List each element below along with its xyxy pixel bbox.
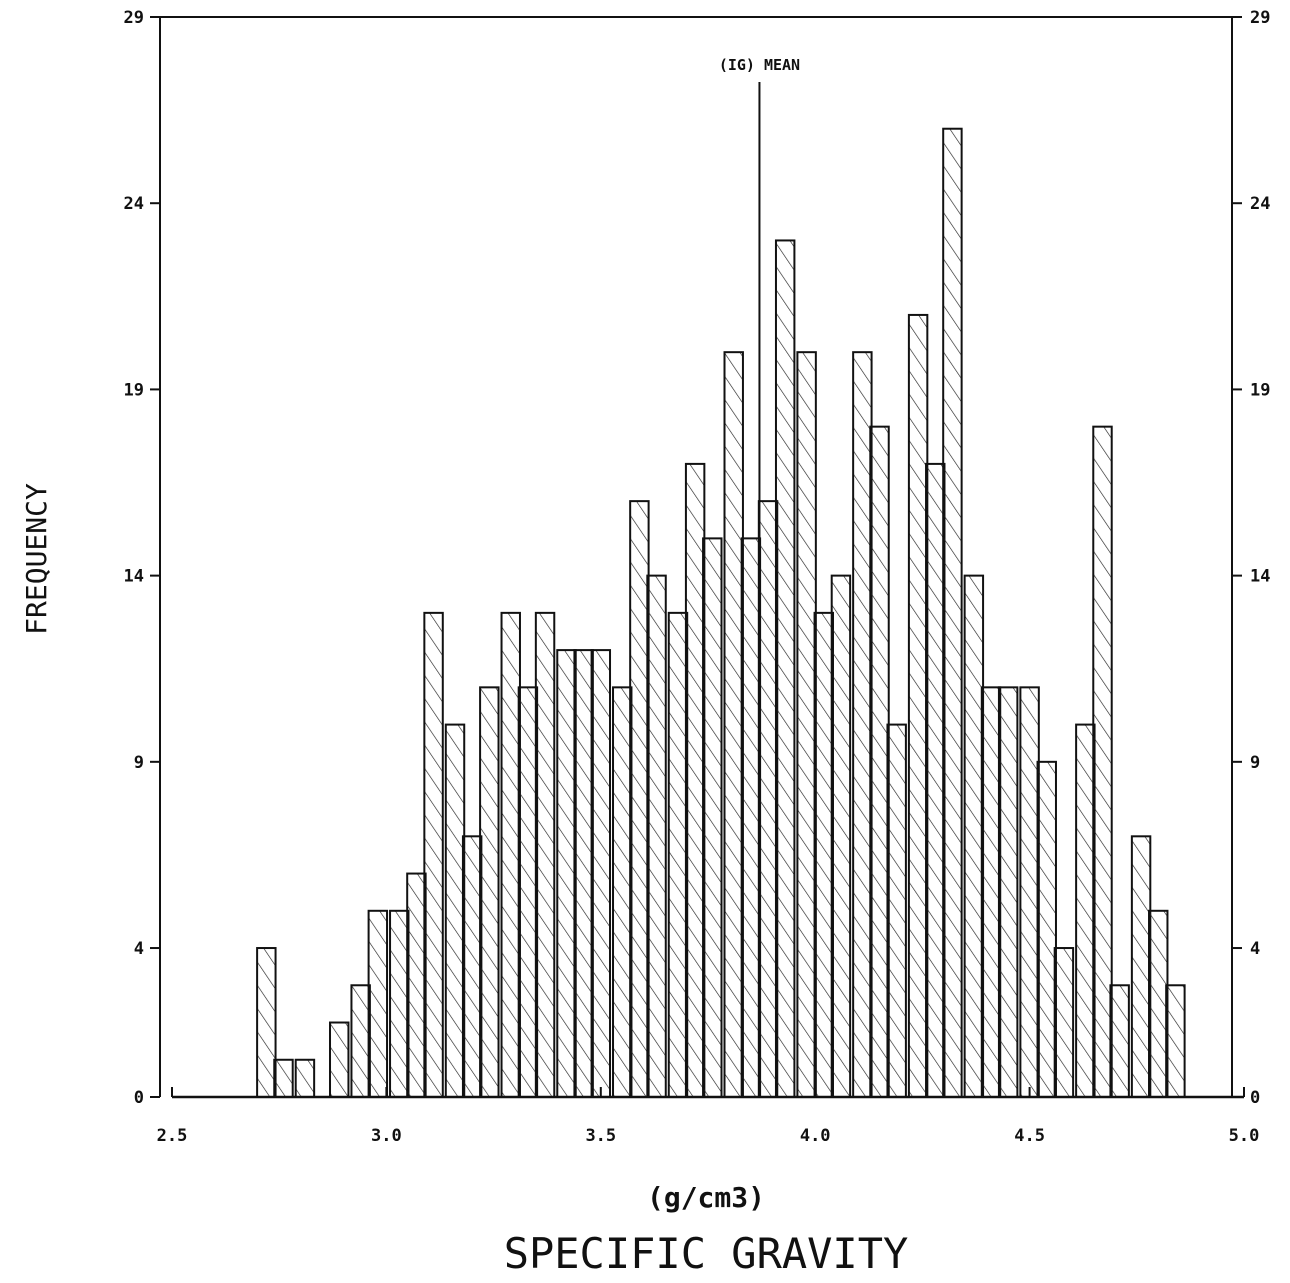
histogram-bar bbox=[907, 313, 929, 1098]
histogram-bar bbox=[500, 611, 521, 1098]
histogram-bar bbox=[1130, 835, 1152, 1099]
histogram-bar bbox=[534, 611, 556, 1098]
histogram-bar bbox=[942, 127, 963, 1099]
histogram-bar bbox=[830, 574, 852, 1098]
histogram-bar bbox=[1092, 425, 1113, 1099]
histogram-bar bbox=[1148, 909, 1169, 1098]
histogram-bar bbox=[852, 351, 873, 1098]
histogram-bar bbox=[774, 239, 796, 1098]
histogram-bar bbox=[273, 1058, 294, 1099]
y-tick-label-right: 14 bbox=[1250, 567, 1270, 587]
histogram-bar bbox=[1019, 686, 1040, 1099]
histogram-bar bbox=[350, 984, 371, 1099]
x-tick-label: 5.0 bbox=[1229, 1126, 1260, 1146]
x-tick-label: 3.5 bbox=[585, 1126, 616, 1146]
y-axis-title: FREQUENCY bbox=[20, 483, 53, 635]
x-tick-label: 4.0 bbox=[800, 1126, 831, 1146]
histogram-bar bbox=[444, 723, 466, 1098]
histogram-bar bbox=[813, 611, 834, 1098]
y-tick-label-left: 24 bbox=[124, 194, 144, 214]
y-tick-label-left: 29 bbox=[124, 8, 144, 28]
histogram-bar bbox=[461, 835, 483, 1099]
histogram-bar bbox=[406, 872, 427, 1098]
histogram-bar bbox=[702, 537, 723, 1098]
histogram-bar bbox=[423, 611, 444, 1098]
y-tick-label-right: 9 bbox=[1250, 753, 1260, 773]
y-tick-label-right: 4 bbox=[1250, 939, 1260, 959]
histogram-bar bbox=[757, 500, 779, 1098]
histogram-bar bbox=[646, 574, 667, 1098]
histogram-bar bbox=[573, 649, 594, 1098]
x-axis-units: (g/cm3) bbox=[647, 1181, 765, 1214]
x-axis-title: SPECIFIC GRAVITY bbox=[504, 1229, 909, 1278]
y-tick-label-left: 19 bbox=[124, 380, 144, 400]
histogram-bar bbox=[612, 686, 633, 1099]
mean-marker: (IG) MEAN bbox=[719, 56, 800, 1097]
histogram-bar bbox=[723, 351, 744, 1098]
bars-layer bbox=[256, 127, 1186, 1099]
x-tick-label: 4.5 bbox=[1014, 1126, 1045, 1146]
histogram-bar bbox=[740, 537, 762, 1098]
histogram-bar bbox=[886, 723, 907, 1098]
y-tick-label-left: 4 bbox=[134, 939, 144, 959]
mean-label: (IG) MEAN bbox=[719, 56, 800, 74]
histogram-bar bbox=[367, 909, 389, 1098]
y-tick-label-left: 14 bbox=[124, 567, 144, 587]
plot-frame bbox=[158, 16, 1233, 1097]
histogram-bar bbox=[590, 649, 612, 1098]
y-tick-label-right: 19 bbox=[1250, 380, 1270, 400]
histogram-bar bbox=[1075, 723, 1096, 1098]
histogram-bar bbox=[684, 462, 706, 1098]
histogram-bar bbox=[997, 686, 1019, 1099]
histogram-bar bbox=[925, 462, 946, 1098]
histogram-bar bbox=[629, 500, 650, 1098]
y-tick-label-right: 29 bbox=[1250, 8, 1270, 28]
histogram-bar bbox=[294, 1058, 316, 1099]
x-tick-label: 2.5 bbox=[157, 1126, 188, 1146]
histogram-bar bbox=[796, 351, 817, 1098]
histogram-bar bbox=[1053, 947, 1075, 1098]
histogram-bar bbox=[556, 649, 577, 1098]
histogram-bar bbox=[869, 425, 890, 1099]
histogram-bar bbox=[1036, 760, 1057, 1098]
histogram-bar bbox=[1109, 984, 1130, 1099]
histogram-bar bbox=[389, 909, 410, 1098]
histogram-bar bbox=[479, 686, 500, 1099]
histogram-bar bbox=[329, 1021, 350, 1098]
ticks-layer: 2.5 3.0 3.5 4.0 4.5 5.0 0 0 4 4 9 9 14 14 19 19 24 24 29 29 bbox=[124, 8, 1271, 1146]
x-tick-label: 3.0 bbox=[371, 1126, 402, 1146]
histogram-bar bbox=[256, 947, 277, 1098]
y-tick-label-left: 0 bbox=[134, 1088, 144, 1108]
histogram-bar bbox=[667, 611, 689, 1098]
y-tick-label-left: 9 bbox=[134, 753, 144, 773]
y-tick-label-right: 0 bbox=[1250, 1088, 1260, 1108]
y-tick-label-right: 24 bbox=[1250, 194, 1270, 214]
histogram-bar bbox=[517, 686, 539, 1099]
histogram-bar bbox=[963, 574, 985, 1098]
histogram-bar bbox=[980, 686, 1002, 1099]
histogram-bar bbox=[1165, 984, 1186, 1099]
